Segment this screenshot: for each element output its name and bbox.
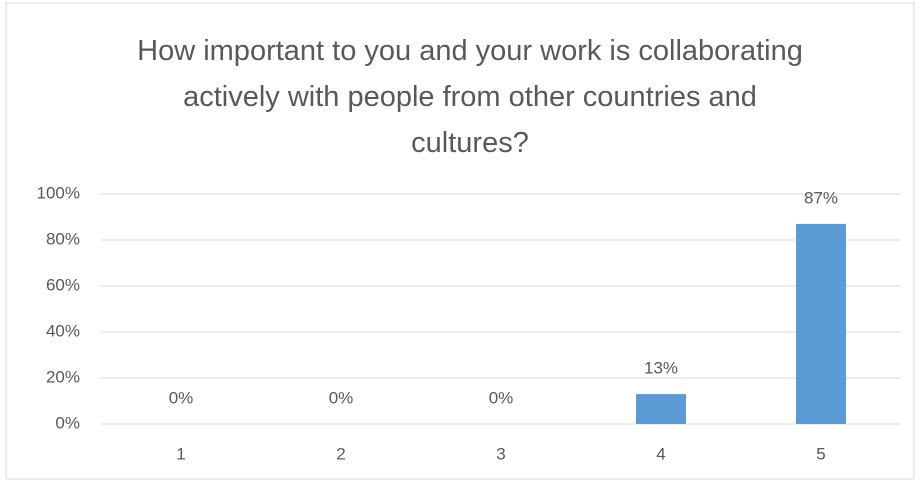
y-tick-label: 80% xyxy=(46,229,80,248)
data-label: 0% xyxy=(169,388,194,407)
chart-title: How important to you and your work is co… xyxy=(137,35,803,159)
chart-border xyxy=(5,2,915,480)
x-tick-label: 4 xyxy=(656,444,665,463)
data-label: 87% xyxy=(804,188,838,207)
y-tick-label: 40% xyxy=(46,321,80,340)
x-tick-label: 1 xyxy=(176,444,185,463)
y-tick-label: 100% xyxy=(37,183,80,202)
y-tick-label: 60% xyxy=(46,275,80,294)
x-tick-label: 2 xyxy=(336,444,345,463)
bar xyxy=(636,394,686,424)
x-tick-label: 5 xyxy=(816,444,825,463)
data-label: 13% xyxy=(644,359,678,378)
data-label: 0% xyxy=(329,388,354,407)
bar xyxy=(796,223,846,424)
data-label: 0% xyxy=(489,388,514,407)
y-tick-label: 20% xyxy=(46,367,80,386)
y-tick-label: 0% xyxy=(55,413,80,432)
x-tick-label: 3 xyxy=(496,444,505,463)
